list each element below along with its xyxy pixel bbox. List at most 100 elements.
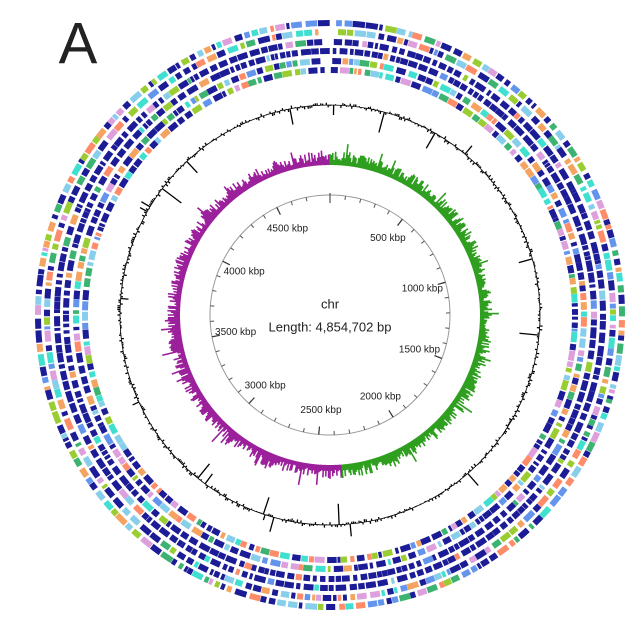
gc-content xyxy=(394,113,397,116)
gene-feature xyxy=(593,219,601,225)
gc-skew xyxy=(393,168,401,180)
gc-content xyxy=(189,156,192,159)
gene-feature xyxy=(85,354,93,364)
gc-content xyxy=(133,386,137,390)
gc-skew xyxy=(463,240,476,248)
gc-content xyxy=(195,475,199,478)
gc-content xyxy=(504,197,507,200)
gc-skew xyxy=(218,199,227,208)
gc-content xyxy=(505,424,509,427)
gene-feature xyxy=(66,355,74,363)
gc-skew xyxy=(415,437,421,445)
gene-feature xyxy=(73,290,81,300)
gene-feature xyxy=(573,253,582,264)
gc-skew xyxy=(461,385,467,390)
gene-feature xyxy=(443,578,453,587)
gc-skew xyxy=(425,429,430,434)
gc-skew xyxy=(386,453,393,464)
gc-skew xyxy=(399,176,405,183)
gene-feature xyxy=(421,85,434,95)
gc-skew xyxy=(283,160,289,172)
gene-feature xyxy=(557,390,566,401)
gc-content xyxy=(239,122,242,125)
gene-feature xyxy=(118,441,128,452)
gene-feature xyxy=(104,415,114,425)
gc-skew xyxy=(368,159,373,171)
gc-content xyxy=(169,449,173,452)
gc-skew xyxy=(477,341,490,346)
gc-skew xyxy=(414,438,422,448)
gene-feature xyxy=(550,191,559,200)
gene-feature xyxy=(364,69,371,77)
gc-skew xyxy=(411,440,416,447)
gc-skew xyxy=(227,195,234,202)
gene-feature xyxy=(441,558,450,567)
gc-skew xyxy=(362,460,368,475)
tick-label: 4500 kbp xyxy=(267,224,309,235)
gene-feature xyxy=(380,589,386,597)
gc-skew xyxy=(179,273,186,277)
gc-skew xyxy=(475,278,486,283)
gene-feature xyxy=(556,228,565,237)
gene-feature xyxy=(546,204,554,211)
gc-skew xyxy=(474,353,481,357)
gene-feature xyxy=(303,583,314,591)
gc-skew xyxy=(460,236,471,243)
gc-content xyxy=(178,458,182,462)
gene-feature xyxy=(515,100,523,108)
gene-feature xyxy=(249,592,261,602)
gc-content xyxy=(137,226,140,229)
gc-skew xyxy=(385,453,392,467)
gene-feature xyxy=(569,277,577,285)
gene-feature xyxy=(290,562,299,571)
gene-feature xyxy=(60,214,68,222)
gene-feature xyxy=(517,527,530,540)
gc-skew xyxy=(397,172,404,182)
gene-feature xyxy=(459,559,469,569)
gene-feature xyxy=(527,446,539,459)
gene-feature xyxy=(507,94,519,105)
gc-skew xyxy=(267,173,271,178)
gene-feature xyxy=(463,524,472,533)
gene-feature xyxy=(91,135,101,145)
gene-feature xyxy=(378,24,384,31)
gene-feature xyxy=(395,566,403,574)
gene-feature xyxy=(158,514,169,525)
gc-skew xyxy=(201,400,208,406)
gc-content xyxy=(497,186,500,190)
gc-skew xyxy=(478,333,487,337)
gc-content xyxy=(177,457,180,461)
gene-feature xyxy=(536,169,545,178)
gene-feature xyxy=(36,274,44,287)
minor-tick xyxy=(215,350,220,353)
gc-skew xyxy=(457,392,470,402)
gc-skew xyxy=(398,447,405,457)
gc-content xyxy=(529,379,533,382)
gc-skew xyxy=(404,444,412,455)
gene-feature xyxy=(339,67,350,74)
gene-feature xyxy=(567,350,576,362)
gene-feature xyxy=(218,59,229,69)
tick-label: 500 kbp xyxy=(370,233,406,244)
gene-feature xyxy=(568,273,576,279)
gene-feature xyxy=(191,62,198,71)
gene-feature xyxy=(547,416,556,425)
gc-skew xyxy=(361,461,365,466)
gene-feature xyxy=(354,30,367,38)
gene-feature xyxy=(93,208,102,218)
gene-feature xyxy=(150,508,160,518)
gc-content xyxy=(187,156,190,160)
gc-content xyxy=(414,122,417,125)
gc-skew xyxy=(248,176,255,187)
gc-skew xyxy=(200,397,206,401)
gc-skew xyxy=(236,435,242,442)
gene-feature xyxy=(539,506,552,519)
gc-skew xyxy=(424,193,431,200)
gene-feature xyxy=(85,157,97,170)
gene-feature xyxy=(546,165,555,174)
gene-feature xyxy=(566,361,574,368)
gene-feature xyxy=(113,136,125,148)
gc-content xyxy=(402,116,405,119)
gc-skew xyxy=(470,258,481,264)
gc-content xyxy=(514,414,518,418)
